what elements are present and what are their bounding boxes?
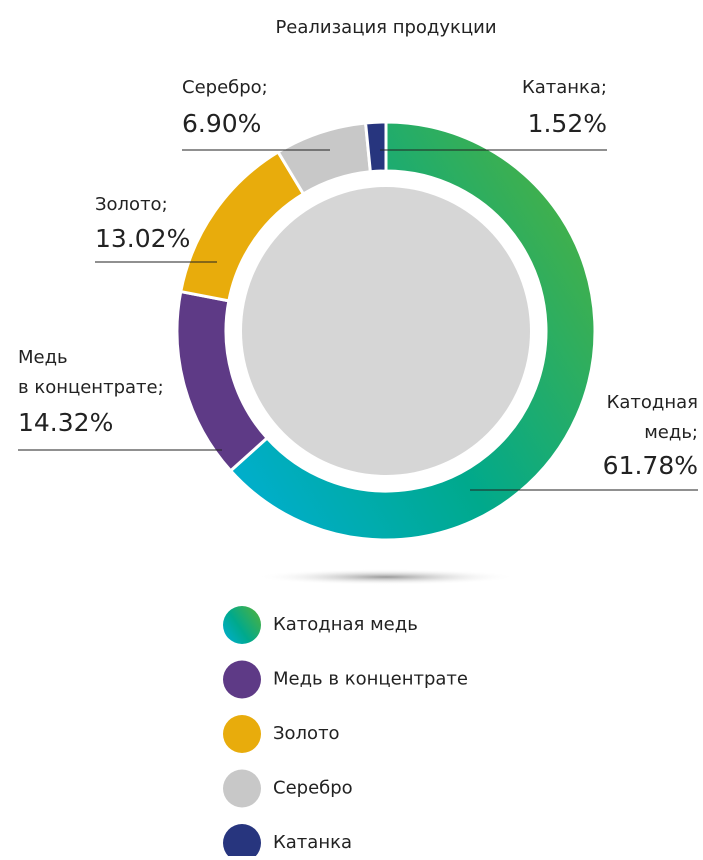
legend-swatch — [223, 660, 261, 699]
callout-label: Золото; — [95, 194, 168, 215]
callout-value: 13.02% — [95, 224, 190, 253]
donut-segment — [228, 120, 597, 542]
legend-label: Медь в концентрате — [273, 669, 468, 690]
callout-value: 61.78% — [603, 451, 698, 480]
donut-segment — [363, 120, 388, 174]
shadow — [256, 569, 516, 585]
callout-label: Катодная — [607, 392, 698, 413]
legend-label: Золото — [273, 723, 340, 744]
legend-label: Серебро — [273, 778, 353, 799]
chart-title: Реализация продукции — [275, 17, 496, 38]
callout-value: 1.52% — [528, 109, 607, 138]
legend-label: Катодная медь — [273, 614, 418, 635]
legend-swatch — [223, 715, 261, 753]
legend-label: Катанка — [273, 832, 352, 853]
legend-swatch — [223, 769, 261, 808]
legend-swatch — [223, 606, 261, 644]
callout-value: 6.90% — [182, 109, 261, 138]
legend-swatch — [223, 824, 261, 860]
callout-label: медь; — [644, 422, 698, 443]
callout-label: в концентрате; — [18, 377, 164, 398]
callout-value: 14.32% — [18, 408, 113, 437]
callout-label: Медь — [18, 347, 68, 368]
callout-label: Серебро; — [182, 77, 268, 98]
inner-disc — [242, 187, 530, 475]
callout-label: Катанка; — [522, 77, 607, 98]
